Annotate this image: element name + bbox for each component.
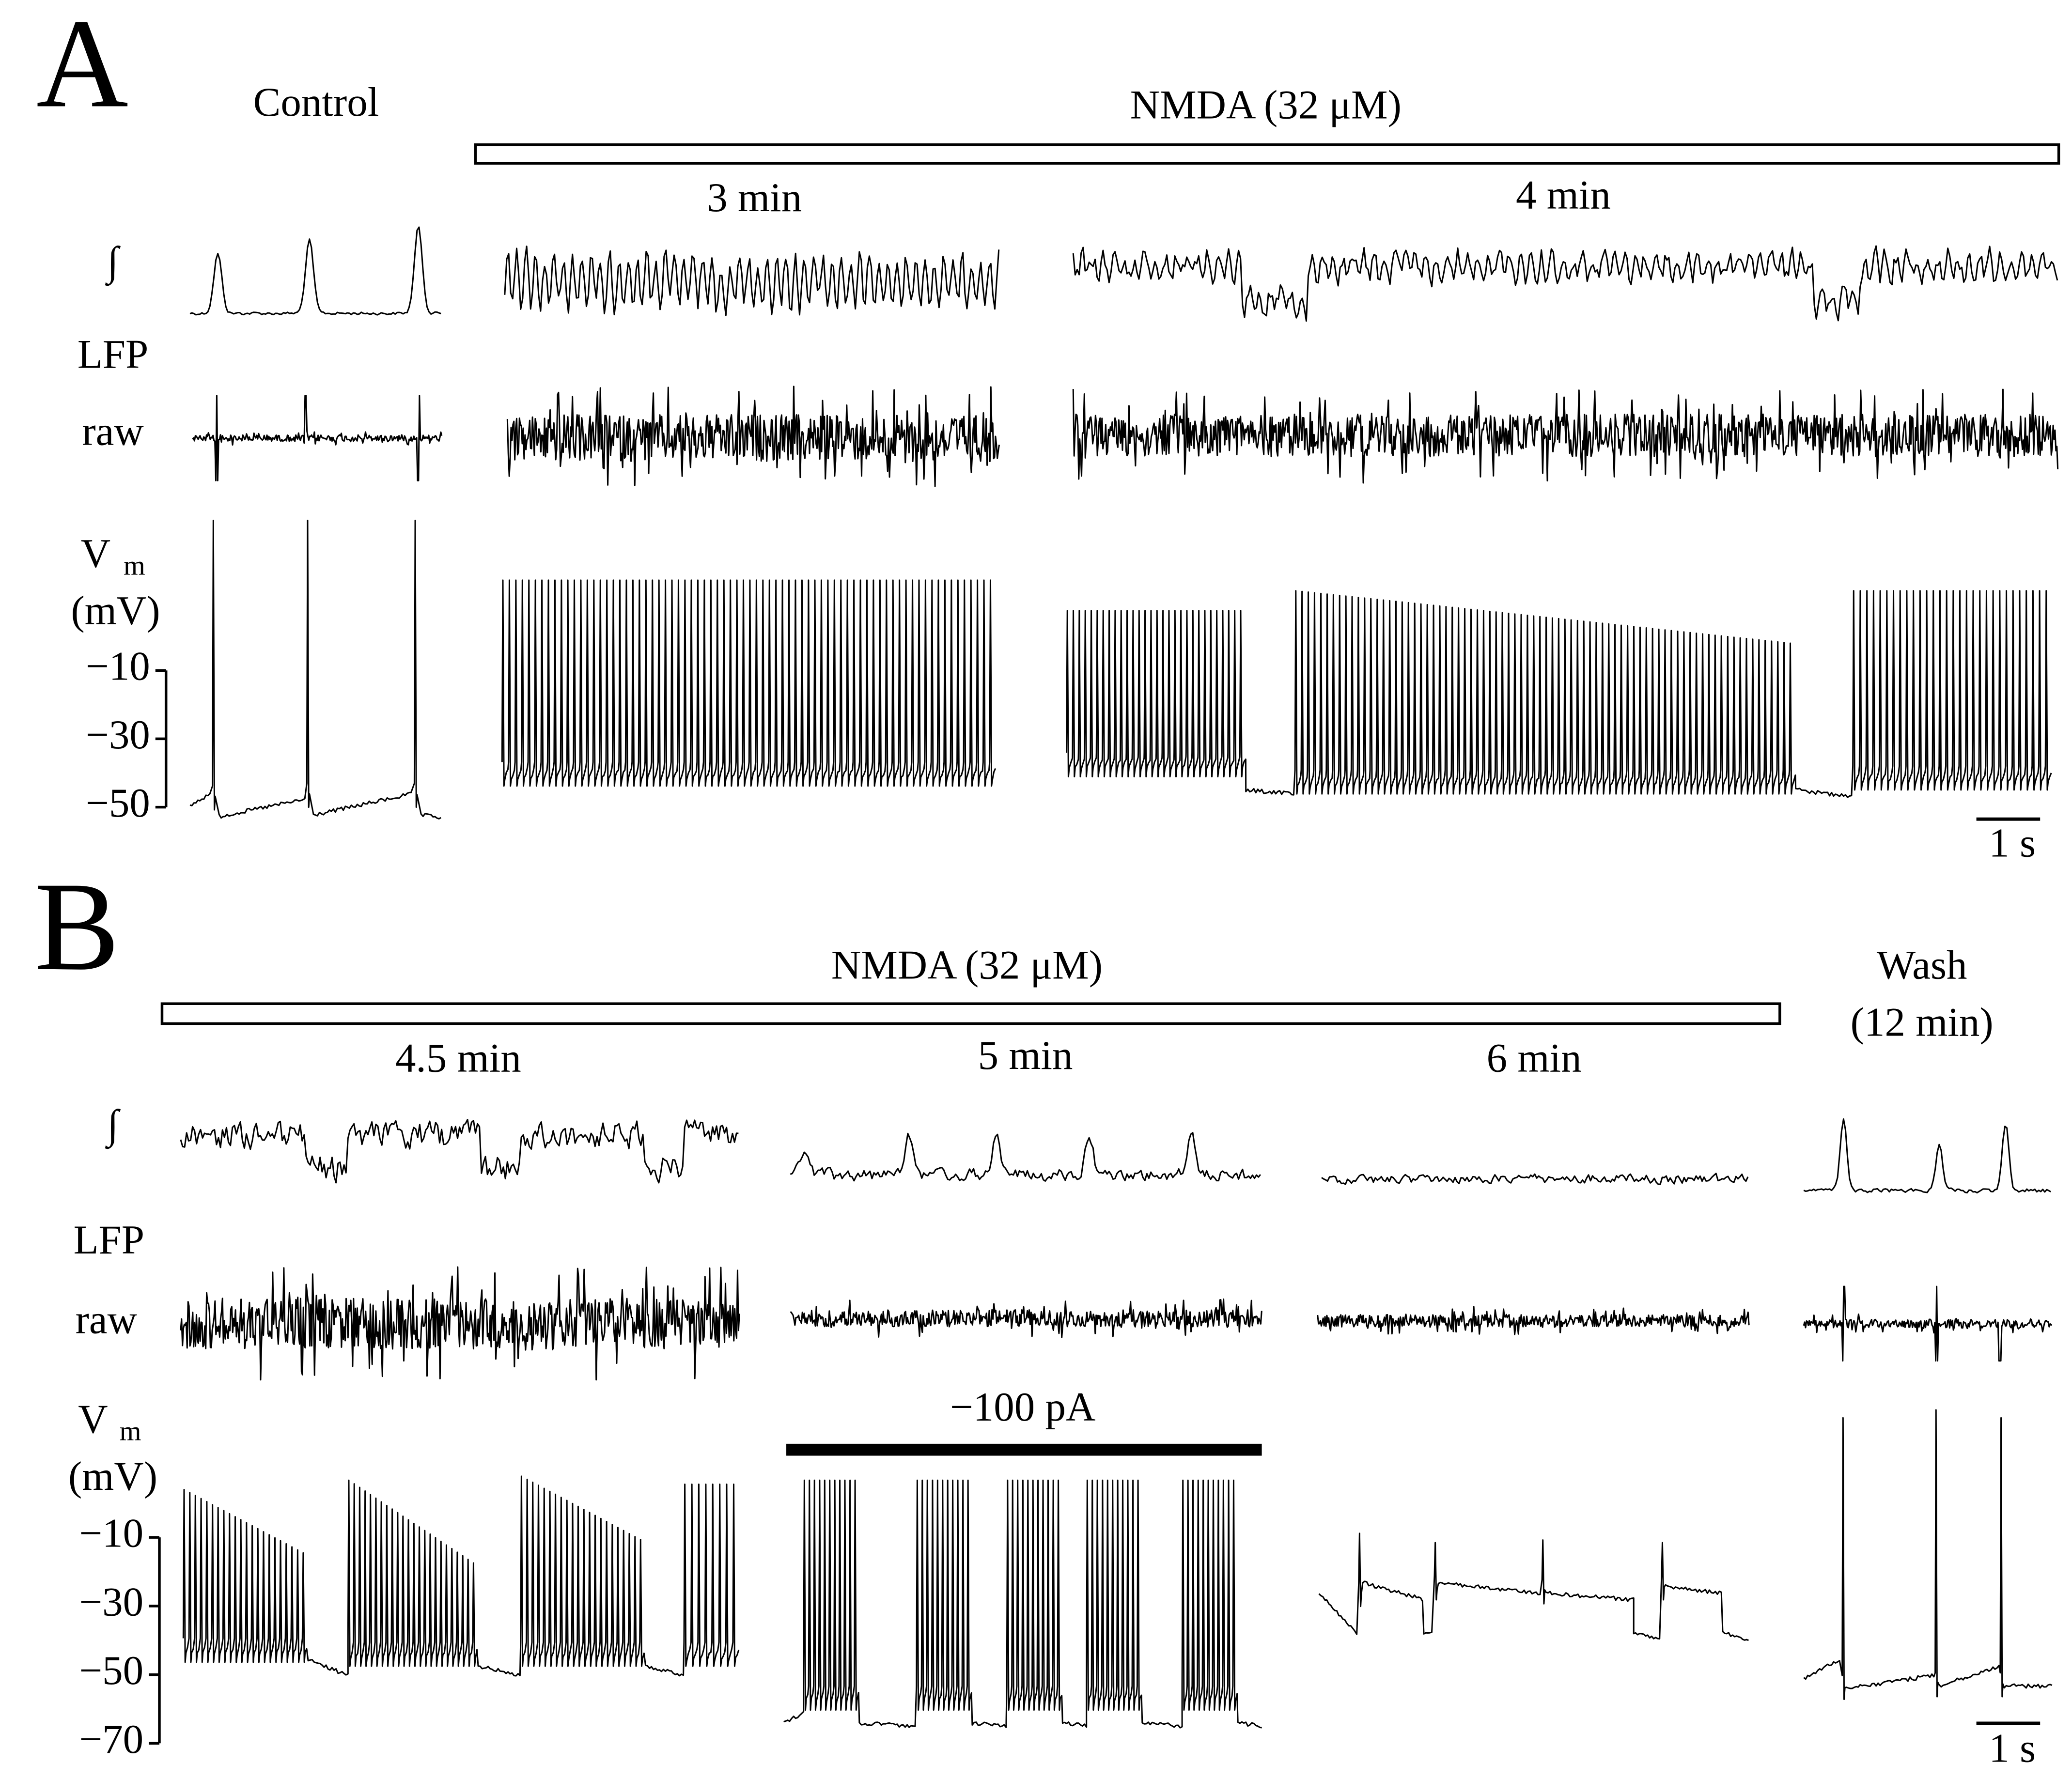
y-tick-label: −50 bbox=[86, 780, 150, 826]
row-label: raw bbox=[76, 1297, 137, 1342]
trace bbox=[182, 1475, 740, 1677]
row-label: LFP bbox=[78, 332, 148, 377]
trace bbox=[790, 1298, 1262, 1338]
trace bbox=[1072, 388, 2059, 484]
trace bbox=[192, 395, 443, 481]
row-label: raw bbox=[82, 409, 143, 454]
trace bbox=[1803, 1409, 2053, 1701]
trace bbox=[1803, 1118, 2051, 1194]
trace bbox=[1321, 1173, 1749, 1185]
panel-label: B bbox=[34, 855, 120, 997]
time-label: 4.5 min bbox=[395, 1035, 521, 1081]
row-label: ∫ bbox=[105, 1101, 121, 1149]
trace bbox=[1066, 590, 2052, 798]
row-label: V bbox=[78, 1396, 108, 1442]
panel-label: A bbox=[36, 0, 128, 134]
row-label: LFP bbox=[74, 1217, 144, 1263]
treatment-bar bbox=[474, 143, 2060, 165]
row-label-sub: m bbox=[120, 1416, 141, 1447]
condition-label: Control bbox=[253, 79, 379, 125]
y-tick-label: −10 bbox=[86, 644, 150, 689]
trace bbox=[189, 519, 441, 820]
y-tick-label: −70 bbox=[79, 1717, 143, 1762]
treatment-label: NMDA (32 μM) bbox=[1130, 82, 1402, 127]
y-tick-label: −30 bbox=[86, 712, 150, 758]
trace bbox=[189, 226, 441, 316]
y-tick-label: −10 bbox=[79, 1511, 143, 1556]
trace bbox=[180, 1266, 740, 1381]
unit-label: (mV) bbox=[68, 1454, 157, 1499]
time-label: 3 min bbox=[707, 175, 802, 220]
scale-label: 1 s bbox=[1989, 1726, 2036, 1771]
unit-label: (mV) bbox=[71, 588, 160, 634]
trace bbox=[1803, 1285, 2052, 1362]
y-tick-label: −30 bbox=[79, 1579, 143, 1624]
trace bbox=[783, 1479, 1262, 1729]
wash-label: (12 min) bbox=[1851, 999, 1994, 1045]
row-label-sub: m bbox=[124, 550, 145, 581]
trace bbox=[501, 579, 997, 787]
trace bbox=[790, 1132, 1262, 1182]
scale-label: 1 s bbox=[1989, 820, 2036, 866]
trace bbox=[180, 1119, 739, 1184]
row-label: V bbox=[81, 531, 110, 576]
treatment-label: NMDA (32 μM) bbox=[831, 942, 1103, 988]
trace bbox=[1072, 245, 2058, 322]
treatment-bar bbox=[160, 1002, 1781, 1025]
wash-label: Wash bbox=[1877, 942, 1967, 988]
current-label: −100 pA bbox=[950, 1384, 1096, 1430]
trace bbox=[506, 386, 1000, 487]
time-label: 4 min bbox=[1516, 172, 1611, 218]
row-label: ∫ bbox=[105, 239, 121, 286]
trace bbox=[504, 245, 1000, 316]
trace bbox=[1318, 1532, 1749, 1641]
time-label: 6 min bbox=[1487, 1035, 1582, 1081]
time-label: 5 min bbox=[978, 1033, 1073, 1078]
y-tick-label: −50 bbox=[79, 1648, 143, 1693]
trace bbox=[1317, 1306, 1750, 1335]
